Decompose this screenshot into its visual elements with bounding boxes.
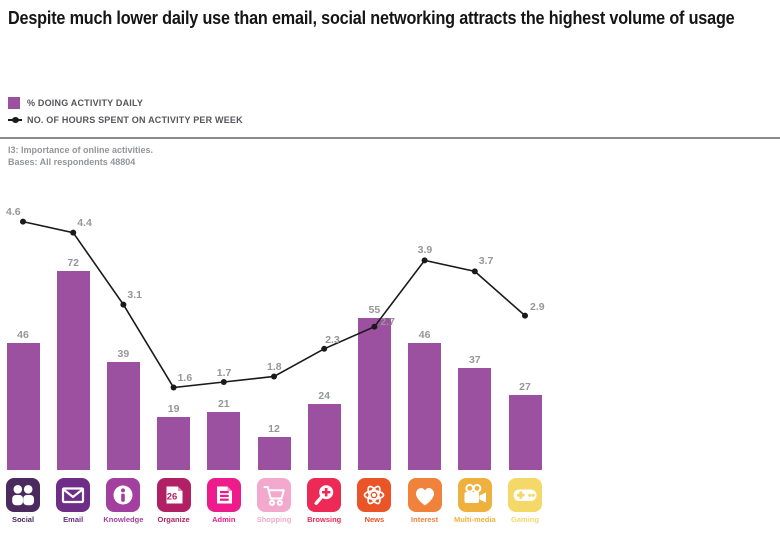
- page-title: Despite much lower daily use than email,…: [8, 8, 735, 28]
- bar-gaming: [508, 395, 542, 470]
- line-value-label: 2.3: [325, 333, 340, 346]
- category-label-email: Email: [63, 515, 84, 524]
- line-legend-marker-icon: [8, 114, 22, 126]
- bar-legend-swatch-icon: [8, 96, 20, 109]
- bar-email: [56, 271, 90, 470]
- line-point: [271, 373, 277, 380]
- line-legend-label: NO. OF HOURS SPENT ON ACTIVITY PER WEEK: [27, 114, 243, 125]
- document-lines-icon: [206, 478, 241, 512]
- line-point: [522, 312, 528, 319]
- category-label-organize: Organize: [157, 515, 190, 524]
- line-value-label: 2.9: [530, 300, 545, 313]
- footnote: I3: Importance of online activities. Bas…: [8, 144, 153, 168]
- calendar-icon: 26: [156, 478, 191, 512]
- category-label-interest: Interest: [411, 515, 439, 524]
- line-point: [421, 257, 428, 264]
- line-point: [321, 345, 328, 352]
- bar-value-label: 72: [67, 257, 80, 269]
- line-value-label: 1.8: [267, 361, 282, 374]
- bar-social: [6, 343, 40, 470]
- bar-value-label: 55: [368, 304, 381, 316]
- bar-knowledge: [106, 362, 140, 470]
- line-point: [170, 384, 177, 391]
- envelope-icon: [56, 478, 91, 512]
- footnote-line-2: Bases: All respondents 48804: [8, 157, 136, 167]
- bar-organize: [157, 417, 191, 470]
- category-label-multi-media: Multi-media: [453, 515, 496, 524]
- bar-value-label: 46: [17, 329, 29, 341]
- category-label-news: News: [364, 515, 385, 524]
- bar-value-label: 37: [468, 354, 481, 366]
- bar-value-label: 46: [418, 329, 431, 341]
- legend-row-line: NO. OF HOURS SPENT ON ACTIVITY PER WEEK: [8, 112, 243, 127]
- category-label-admin: Admin: [212, 515, 236, 524]
- line-point: [220, 378, 227, 385]
- bar-value-label: 24: [318, 390, 331, 402]
- line-value-label: 1.6: [177, 371, 193, 384]
- category-label-gaming: Gaming: [511, 515, 539, 524]
- category-label-shopping: Shopping: [256, 515, 292, 524]
- category-label-social: Social: [11, 515, 35, 524]
- footnote-line-1: I3: Importance of online activities.: [8, 145, 154, 155]
- bar-value-label: 19: [167, 403, 180, 415]
- svg-text:26: 26: [166, 492, 177, 503]
- category-label-knowledge: Knowledge: [103, 515, 144, 524]
- line-value-label: 3.9: [417, 244, 433, 257]
- bar-news: [357, 318, 391, 470]
- bar-multi-media: [458, 368, 492, 470]
- line-value-label: 4.4: [77, 216, 92, 229]
- magnifier-plus-icon: [307, 478, 342, 512]
- line-point: [20, 218, 26, 225]
- legend-row-bars: % DOING ACTIVITY DAILY: [8, 95, 243, 110]
- bar-legend-label: % DOING ACTIVITY DAILY: [27, 97, 144, 108]
- gamepad-icon: [508, 478, 542, 512]
- line-value-label: 1.7: [216, 366, 232, 379]
- info-circle-icon: [106, 478, 141, 512]
- line-value-label: 2.7: [380, 315, 395, 328]
- line-point: [70, 229, 77, 236]
- bar-shopping: [257, 437, 291, 470]
- atom-icon: [357, 478, 392, 512]
- bar-admin: [207, 412, 241, 470]
- legend: % DOING ACTIVITY DAILY NO. OF HOURS SPEN…: [8, 95, 243, 129]
- bar-value-label: 39: [117, 348, 130, 360]
- video-camera-icon: [457, 478, 492, 512]
- line-point: [120, 301, 127, 308]
- line-point: [471, 268, 478, 275]
- bar-value-label: 12: [268, 423, 280, 435]
- bar-value-label: 21: [217, 398, 230, 410]
- line-value-label: 3.1: [127, 288, 142, 301]
- bar-interest: [408, 343, 442, 470]
- category-label-browsing: Browsing: [307, 515, 342, 524]
- line-value-label: 3.7: [478, 255, 494, 268]
- shopping-cart-icon: [257, 478, 291, 512]
- heart-icon: [407, 478, 442, 512]
- line-value-label: 4.6: [6, 205, 21, 218]
- people-icon: [6, 478, 40, 512]
- bar-browsing: [307, 404, 341, 470]
- bar-value-label: 27: [519, 381, 531, 393]
- divider: [0, 137, 780, 139]
